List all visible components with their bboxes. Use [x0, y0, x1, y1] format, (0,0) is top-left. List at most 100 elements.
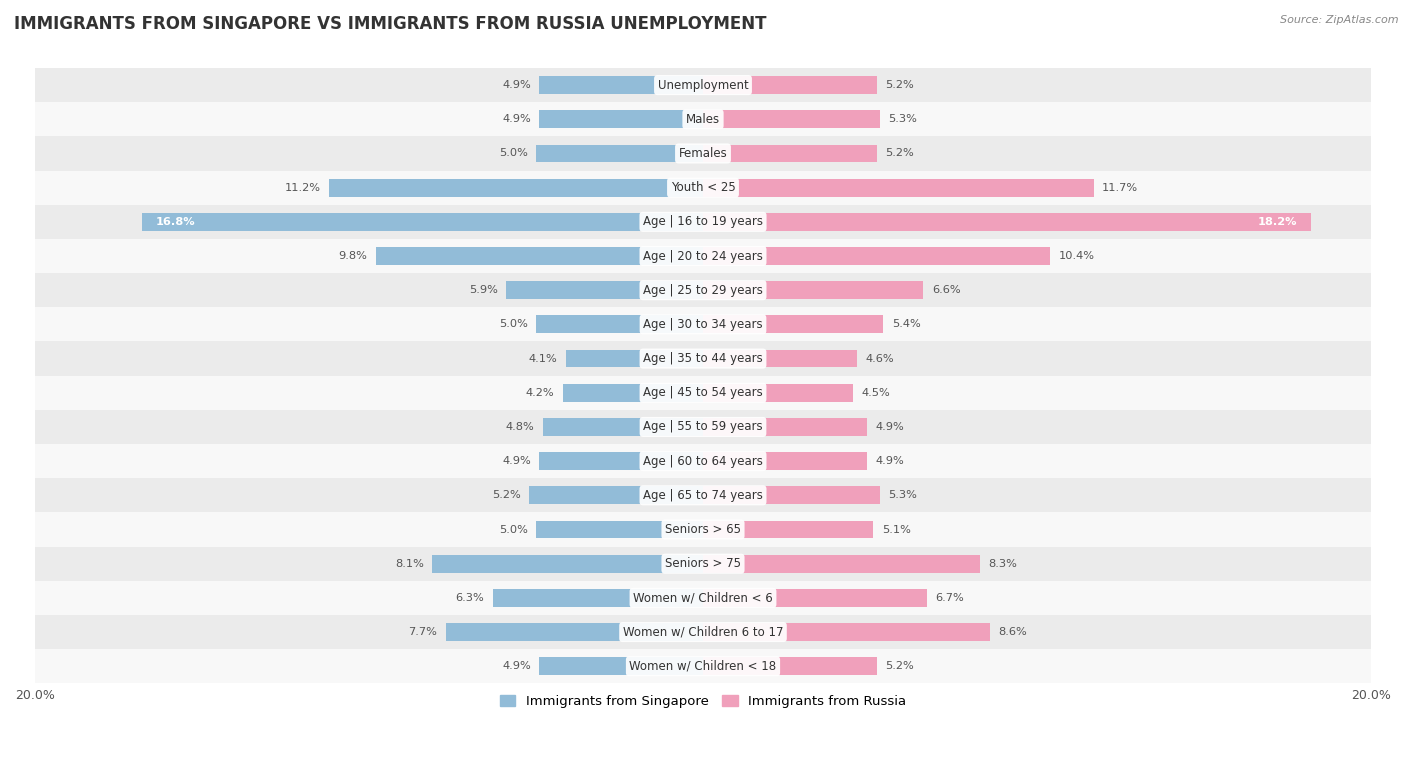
- Text: Seniors > 65: Seniors > 65: [665, 523, 741, 536]
- Bar: [492, 589, 703, 607]
- Text: 10.4%: 10.4%: [1059, 251, 1095, 261]
- Bar: [540, 452, 703, 470]
- Bar: [567, 350, 703, 367]
- Bar: [35, 102, 1371, 136]
- Bar: [35, 581, 1371, 615]
- Bar: [529, 487, 703, 504]
- Bar: [433, 555, 703, 572]
- Text: Age | 30 to 34 years: Age | 30 to 34 years: [643, 318, 763, 331]
- Bar: [35, 650, 1371, 684]
- Text: 5.0%: 5.0%: [499, 148, 527, 158]
- Text: 8.3%: 8.3%: [988, 559, 1018, 569]
- Bar: [703, 247, 1050, 265]
- Bar: [703, 76, 877, 94]
- Text: Women w/ Children < 6: Women w/ Children < 6: [633, 591, 773, 604]
- Text: 8.6%: 8.6%: [998, 627, 1028, 637]
- Bar: [35, 273, 1371, 307]
- Bar: [703, 145, 877, 162]
- Bar: [35, 136, 1371, 170]
- Text: 4.8%: 4.8%: [506, 422, 534, 432]
- Text: 4.9%: 4.9%: [502, 456, 531, 466]
- Bar: [703, 384, 853, 402]
- Bar: [35, 410, 1371, 444]
- Text: 8.1%: 8.1%: [395, 559, 425, 569]
- Bar: [35, 512, 1371, 547]
- Bar: [703, 316, 883, 333]
- Bar: [562, 384, 703, 402]
- Text: 11.7%: 11.7%: [1102, 182, 1139, 192]
- Legend: Immigrants from Singapore, Immigrants from Russia: Immigrants from Singapore, Immigrants fr…: [495, 690, 911, 714]
- Bar: [35, 307, 1371, 341]
- Text: 11.2%: 11.2%: [284, 182, 321, 192]
- Bar: [35, 547, 1371, 581]
- Bar: [142, 213, 703, 231]
- Text: 18.2%: 18.2%: [1258, 217, 1298, 227]
- Text: 4.2%: 4.2%: [526, 388, 554, 397]
- Text: IMMIGRANTS FROM SINGAPORE VS IMMIGRANTS FROM RUSSIA UNEMPLOYMENT: IMMIGRANTS FROM SINGAPORE VS IMMIGRANTS …: [14, 15, 766, 33]
- Text: 5.3%: 5.3%: [889, 491, 917, 500]
- Bar: [703, 555, 980, 572]
- Bar: [540, 657, 703, 675]
- Text: Age | 35 to 44 years: Age | 35 to 44 years: [643, 352, 763, 365]
- Text: 16.8%: 16.8%: [155, 217, 195, 227]
- Bar: [35, 68, 1371, 102]
- Text: Youth < 25: Youth < 25: [671, 181, 735, 194]
- Text: Source: ZipAtlas.com: Source: ZipAtlas.com: [1281, 15, 1399, 25]
- Bar: [536, 145, 703, 162]
- Text: 9.8%: 9.8%: [339, 251, 367, 261]
- Text: 4.6%: 4.6%: [865, 354, 894, 363]
- Text: Unemployment: Unemployment: [658, 79, 748, 92]
- Bar: [35, 444, 1371, 478]
- Bar: [703, 350, 856, 367]
- Text: Age | 16 to 19 years: Age | 16 to 19 years: [643, 215, 763, 229]
- Text: 7.7%: 7.7%: [409, 627, 437, 637]
- Bar: [703, 623, 990, 641]
- Bar: [536, 316, 703, 333]
- Bar: [703, 452, 866, 470]
- Text: 5.0%: 5.0%: [499, 525, 527, 534]
- Bar: [35, 170, 1371, 204]
- Text: 5.4%: 5.4%: [891, 319, 921, 329]
- Bar: [703, 111, 880, 128]
- Text: Females: Females: [679, 147, 727, 160]
- Bar: [543, 418, 703, 436]
- Bar: [703, 657, 877, 675]
- Text: 5.2%: 5.2%: [492, 491, 522, 500]
- Bar: [540, 76, 703, 94]
- Bar: [703, 487, 880, 504]
- Bar: [703, 213, 1310, 231]
- Bar: [329, 179, 703, 197]
- Text: 4.9%: 4.9%: [502, 80, 531, 90]
- Text: Women w/ Children < 18: Women w/ Children < 18: [630, 660, 776, 673]
- Text: 5.9%: 5.9%: [468, 285, 498, 295]
- Bar: [35, 375, 1371, 410]
- Text: 5.2%: 5.2%: [884, 80, 914, 90]
- Bar: [35, 204, 1371, 239]
- Bar: [703, 282, 924, 299]
- Bar: [703, 521, 873, 538]
- Bar: [703, 418, 866, 436]
- Text: Males: Males: [686, 113, 720, 126]
- Text: 5.2%: 5.2%: [884, 148, 914, 158]
- Text: 5.3%: 5.3%: [889, 114, 917, 124]
- Text: 6.7%: 6.7%: [935, 593, 965, 603]
- Bar: [703, 179, 1094, 197]
- Text: 4.9%: 4.9%: [502, 662, 531, 671]
- Bar: [35, 239, 1371, 273]
- Text: 6.6%: 6.6%: [932, 285, 960, 295]
- Text: 4.5%: 4.5%: [862, 388, 890, 397]
- Text: 6.3%: 6.3%: [456, 593, 484, 603]
- Bar: [703, 589, 927, 607]
- Bar: [35, 341, 1371, 375]
- Bar: [446, 623, 703, 641]
- Text: 5.2%: 5.2%: [884, 662, 914, 671]
- Text: Age | 55 to 59 years: Age | 55 to 59 years: [643, 420, 763, 434]
- Bar: [506, 282, 703, 299]
- Text: 5.0%: 5.0%: [499, 319, 527, 329]
- Bar: [375, 247, 703, 265]
- Bar: [35, 478, 1371, 512]
- Text: Age | 25 to 29 years: Age | 25 to 29 years: [643, 284, 763, 297]
- Text: Age | 60 to 64 years: Age | 60 to 64 years: [643, 455, 763, 468]
- Text: Age | 20 to 24 years: Age | 20 to 24 years: [643, 250, 763, 263]
- Text: Seniors > 75: Seniors > 75: [665, 557, 741, 570]
